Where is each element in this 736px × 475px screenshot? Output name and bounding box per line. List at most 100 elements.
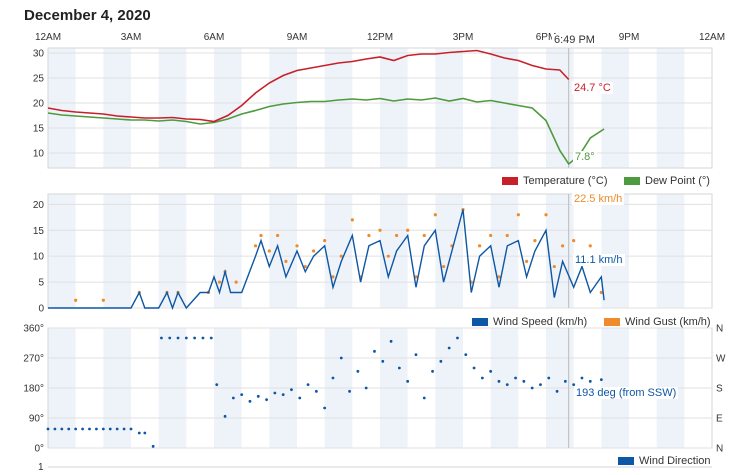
hour-band	[269, 48, 297, 168]
wind-direction-point	[60, 427, 64, 431]
wind-gust-point	[386, 254, 390, 258]
wind-gust-point	[552, 264, 556, 269]
hour-band	[546, 194, 574, 308]
dew-point-legend[interactable]: Dew Point (°)	[624, 175, 710, 187]
y-tick-label: 5	[38, 278, 44, 289]
hour-band	[435, 48, 463, 168]
wind-gust-point	[217, 280, 222, 284]
temperature-line	[47, 49, 570, 123]
wind-gust-point	[295, 244, 299, 248]
wind-direction-point	[530, 386, 534, 390]
wind-direction-point	[414, 353, 418, 357]
wind-direction-point	[314, 389, 318, 393]
wind-speed-value-label: 11.1 km/h	[573, 254, 625, 266]
dew-point-swatch	[624, 177, 640, 185]
hour-band	[380, 48, 408, 168]
temperature-swatch	[502, 177, 518, 185]
wind-gust-point	[505, 233, 509, 238]
temperature-legend-label: Temperature (°C)	[523, 175, 608, 187]
wind-direction-point	[115, 427, 119, 431]
hour-band	[214, 194, 242, 308]
wind-gust-point	[74, 298, 78, 302]
wind-gust-point	[478, 244, 482, 248]
hour-band	[103, 48, 131, 168]
wind-direction-point	[88, 427, 91, 431]
wind-gust-point	[516, 213, 520, 217]
wind-gust-point	[339, 254, 343, 258]
wind-gust-point	[442, 264, 446, 269]
wind-direction-point	[599, 378, 603, 382]
y-tick-label: 20	[33, 99, 45, 110]
wind-direction-point	[505, 383, 509, 387]
dew-point-legend-label: Dew Point (°)	[645, 175, 710, 187]
wind-direction-point	[108, 427, 112, 431]
wind-direction-point	[151, 444, 155, 448]
hour-band	[380, 194, 408, 308]
wind-speed-swatch	[472, 318, 488, 326]
wind-direction-point	[201, 336, 205, 340]
wind-direction-point	[95, 427, 98, 431]
compass-label: N	[716, 444, 723, 455]
wind-gust-point	[588, 244, 592, 248]
hour-band	[601, 48, 629, 168]
time-tick-label: 12PM	[366, 32, 394, 43]
hour-band	[656, 194, 685, 308]
wind-gust-point	[489, 233, 493, 238]
wind-direction-point	[439, 359, 443, 363]
wind-direction-chart: 0° 90° 180° 270° 360° N E S W N	[23, 324, 726, 468]
time-tick-label: 9PM	[618, 32, 640, 43]
wind-direction-point	[572, 383, 576, 387]
wind-direction-point	[364, 386, 368, 390]
wind-direction-legend[interactable]: Wind Direction	[618, 455, 711, 467]
hour-band	[269, 194, 297, 308]
wind-direction-point	[298, 396, 302, 400]
wind-direction-point	[168, 336, 172, 340]
wind-gust-point	[395, 233, 399, 238]
wind-speed-line	[48, 209, 605, 311]
y-tick-label: 360°	[23, 324, 44, 335]
dew-point-value-label: 7.8°	[573, 151, 597, 163]
wind-gust-legend[interactable]: Wind Gust (km/h)	[604, 316, 711, 328]
wind-gust-point	[303, 264, 307, 269]
wind-direction-point	[539, 383, 542, 387]
wind-gust-point	[544, 213, 548, 217]
wind-direction-point	[137, 431, 141, 435]
wind-direction-point	[215, 383, 219, 387]
wind-direction-point	[273, 391, 277, 395]
hour-band	[324, 194, 353, 308]
wind-direction-point	[74, 427, 78, 431]
wind-direction-point	[431, 369, 434, 373]
hour-band	[158, 194, 187, 308]
time-tick-label: 6PM	[535, 32, 557, 43]
wind-gust-point	[433, 213, 437, 217]
wind-gust-point	[276, 233, 280, 238]
wind-gust-legend-label: Wind Gust (km/h)	[625, 316, 711, 328]
compass-label: E	[716, 414, 723, 425]
temperature-value-label: 24.7 °C	[572, 82, 613, 94]
current-time-label: 6:49 PM	[552, 34, 597, 46]
y-tick-label: 10	[33, 252, 45, 263]
wind-direction-point	[489, 369, 493, 373]
compass-label: N	[716, 324, 723, 335]
hour-band	[103, 194, 131, 308]
wind-direction-point	[464, 353, 468, 357]
y-tick-label: 10	[33, 149, 45, 160]
wind-direction-point	[522, 379, 526, 383]
temperature-legend[interactable]: Temperature (°C)	[502, 175, 607, 187]
wind-speed-legend-label: Wind Speed (km/h)	[493, 316, 588, 328]
wind-direction-point	[256, 394, 260, 398]
wind-speed-legend[interactable]: Wind Speed (km/h)	[472, 316, 587, 328]
wind-direction-point	[81, 427, 84, 431]
wind-gust-point	[572, 239, 576, 243]
hour-band	[435, 194, 463, 308]
wind-gust-point	[323, 239, 327, 243]
wind-direction-point	[231, 396, 235, 400]
y-tick-label: 25	[33, 74, 45, 85]
hour-band	[490, 48, 519, 168]
hour-band	[490, 194, 519, 308]
next-chart-partial-tick: 1	[38, 462, 44, 473]
hour-band	[48, 194, 76, 308]
y-tick-label: 15	[33, 124, 45, 135]
wind-direction-point	[480, 376, 484, 380]
wind-gust-point	[331, 275, 335, 279]
